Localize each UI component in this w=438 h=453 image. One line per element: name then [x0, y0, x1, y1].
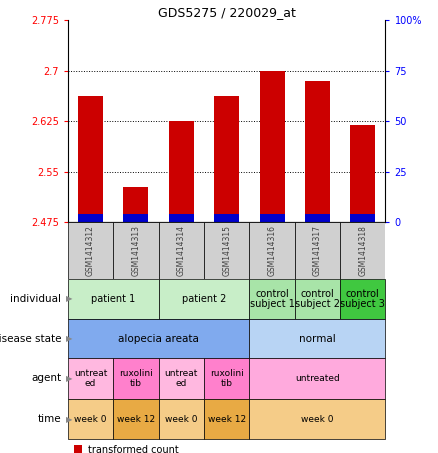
Text: agent: agent	[31, 373, 61, 383]
Text: GSM1414316: GSM1414316	[268, 225, 276, 276]
Bar	[124, 214, 148, 222]
Bar	[159, 358, 204, 399]
Bar	[295, 279, 340, 319]
Text: week 12: week 12	[208, 414, 246, 424]
Text: untreated: untreated	[295, 374, 340, 383]
Text: GSM1414315: GSM1414315	[222, 225, 231, 276]
Bar	[260, 71, 285, 222]
Text: transformed count: transformed count	[88, 445, 179, 453]
Bar	[74, 445, 82, 453]
Text: ruxolini
tib: ruxolini tib	[119, 369, 153, 388]
Bar	[249, 358, 385, 399]
Bar	[204, 358, 249, 399]
Text: ▶: ▶	[66, 374, 72, 383]
Bar	[340, 222, 385, 279]
Bar	[305, 214, 330, 222]
Text: control
subject 2: control subject 2	[295, 289, 340, 309]
Bar	[169, 121, 194, 222]
Bar	[350, 125, 375, 222]
Bar	[249, 319, 385, 358]
Text: ▶: ▶	[66, 294, 72, 304]
Bar	[124, 187, 148, 222]
Text: patient 1: patient 1	[91, 294, 135, 304]
Text: GSM1414312: GSM1414312	[86, 225, 95, 276]
Bar	[169, 214, 194, 222]
Bar	[68, 222, 113, 279]
Bar	[78, 96, 103, 222]
Bar	[260, 214, 285, 222]
Bar	[113, 222, 159, 279]
Text: GSM1414317: GSM1414317	[313, 225, 322, 276]
Text: normal: normal	[299, 333, 336, 344]
Text: control
subject 3: control subject 3	[340, 289, 385, 309]
Text: week 0: week 0	[165, 414, 198, 424]
Bar	[204, 399, 249, 439]
Text: ruxolini
tib: ruxolini tib	[210, 369, 244, 388]
Bar	[350, 214, 375, 222]
Bar	[249, 279, 295, 319]
Bar	[295, 222, 340, 279]
Bar	[78, 214, 103, 222]
Bar	[214, 96, 239, 222]
Text: week 12: week 12	[117, 414, 155, 424]
Bar	[68, 399, 113, 439]
Text: alopecia areata: alopecia areata	[118, 333, 199, 344]
Text: individual: individual	[11, 294, 61, 304]
Bar	[159, 279, 249, 319]
Text: week 0: week 0	[74, 414, 107, 424]
Title: GDS5275 / 220029_at: GDS5275 / 220029_at	[158, 6, 296, 19]
Text: GSM1414318: GSM1414318	[358, 225, 367, 276]
Bar	[249, 399, 385, 439]
Text: GSM1414313: GSM1414313	[131, 225, 141, 276]
Text: patient 2: patient 2	[182, 294, 226, 304]
Text: GSM1414314: GSM1414314	[177, 225, 186, 276]
Text: untreat
ed: untreat ed	[165, 369, 198, 388]
Bar	[204, 222, 249, 279]
Text: time: time	[38, 414, 61, 424]
Text: ▶: ▶	[66, 414, 72, 424]
Text: week 0: week 0	[301, 414, 334, 424]
Bar	[113, 399, 159, 439]
Bar	[305, 81, 330, 222]
Bar	[340, 279, 385, 319]
Bar	[214, 214, 239, 222]
Text: ▶: ▶	[66, 334, 72, 343]
Bar	[68, 358, 113, 399]
Bar	[113, 358, 159, 399]
Bar	[159, 399, 204, 439]
Bar	[68, 279, 159, 319]
Bar	[68, 319, 249, 358]
Text: disease state: disease state	[0, 333, 61, 344]
Bar	[249, 222, 295, 279]
Text: control
subject 1: control subject 1	[250, 289, 294, 309]
Bar	[159, 222, 204, 279]
Text: untreat
ed: untreat ed	[74, 369, 107, 388]
